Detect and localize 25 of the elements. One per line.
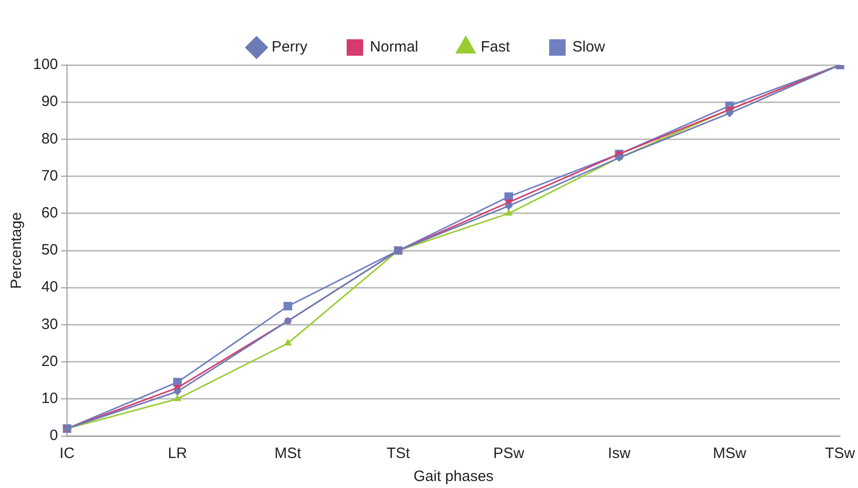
y-tick-label: 80 [41, 130, 58, 148]
y-tick-label: 0 [50, 427, 58, 444]
y-tick-label: 70 [41, 167, 58, 184]
x-tick-label: TSw [825, 445, 856, 462]
legend-label: Slow [572, 38, 606, 56]
y-axis-title: Percentage [8, 212, 26, 289]
y-tick-label: 90 [41, 93, 58, 110]
y-tick-label: 60 [41, 204, 58, 222]
y-tick-label: 40 [41, 278, 58, 296]
legend-label: Fast [480, 38, 511, 56]
legend-label: Normal [370, 38, 418, 56]
x-tick-label: LR [168, 445, 188, 462]
x-tick-label: Isw [608, 445, 631, 462]
x-tick-label: TSt [386, 445, 411, 462]
y-tick-label: 100 [32, 56, 58, 74]
y-tick-label: 50 [41, 242, 58, 259]
y-tick-label: 30 [41, 316, 58, 333]
x-tick-label: MSt [274, 445, 302, 462]
y-tick-label: 10 [41, 390, 58, 408]
x-tick-label: PSw [493, 445, 524, 462]
legend-label: Perry [272, 38, 308, 56]
x-axis-title: Gait phases [413, 468, 494, 486]
x-tick-label: MSw [712, 445, 746, 462]
x-tick-label: IC [60, 445, 75, 462]
y-tick-label: 20 [41, 352, 58, 370]
